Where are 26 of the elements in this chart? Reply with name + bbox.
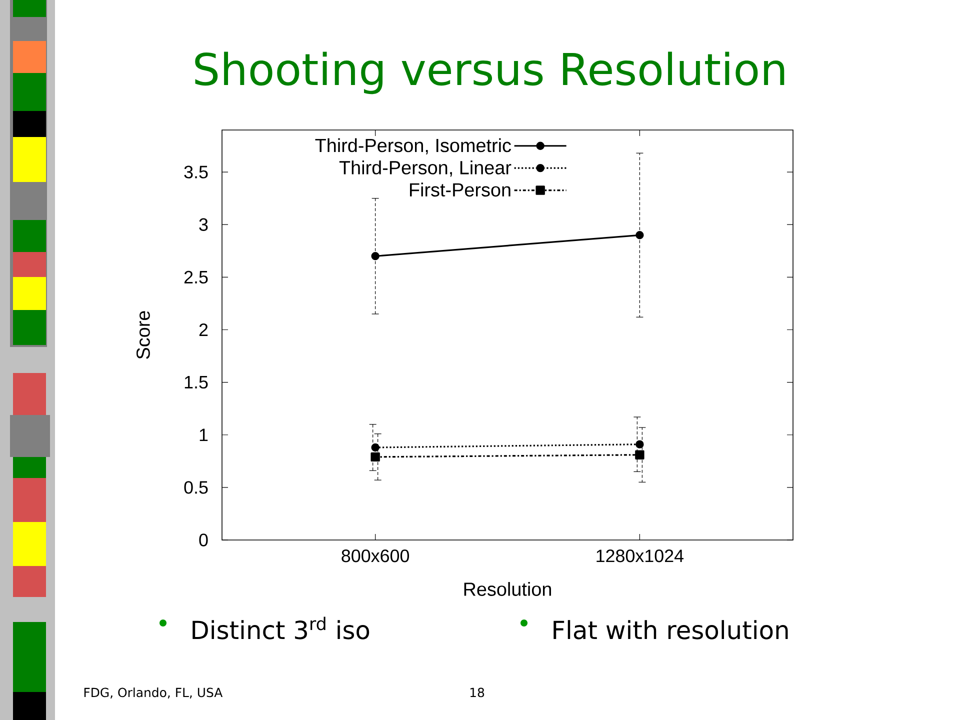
y-tick-label: 0.5 xyxy=(184,481,208,494)
x-axis-title: Resolution xyxy=(464,582,551,596)
chart-title: Shooting versus Resolution xyxy=(195,52,784,94)
y-tick-label: 2 xyxy=(199,323,208,336)
point xyxy=(371,252,380,260)
y-tick-label: 1 xyxy=(200,428,208,442)
legend-label: First-Person xyxy=(410,182,510,197)
y-tick-label: 3.5 xyxy=(184,166,208,178)
text: 18 xyxy=(470,688,484,698)
x-tick-label: 1280x1024 xyxy=(596,550,684,562)
point xyxy=(370,452,380,462)
point xyxy=(636,231,644,240)
y-axis-title: Score xyxy=(136,311,150,359)
y-tick-label: 0 xyxy=(199,534,208,546)
point xyxy=(371,443,380,452)
y-tick-label: 3 xyxy=(199,218,208,231)
y-tick-label: 1.5 xyxy=(184,376,208,389)
point xyxy=(635,450,644,460)
y-tick-label: 2.5 xyxy=(184,270,208,284)
x-tick-label: 800x600 xyxy=(342,550,410,562)
point xyxy=(636,440,644,448)
legend-label: Third-Person, Linear xyxy=(339,160,512,177)
text: Flat with resolution xyxy=(554,620,788,640)
text: Distinct 3$^{rd}$ iso xyxy=(192,616,370,640)
text: FDG, Orlando, FL, USA xyxy=(84,688,223,698)
legend-label: Third-Person, Isometric xyxy=(315,138,512,154)
